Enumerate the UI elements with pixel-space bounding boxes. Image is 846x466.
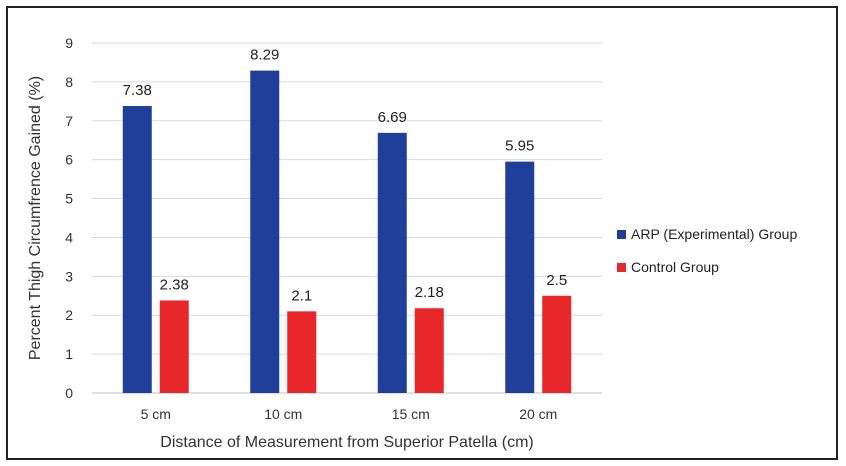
bar-control-5cm bbox=[159, 300, 189, 393]
legend-label: ARP (Experimental) Group bbox=[631, 226, 797, 242]
y-tick-label: 4 bbox=[65, 229, 73, 245]
bar-control-10cm bbox=[287, 311, 317, 393]
bar-arp-20cm bbox=[505, 161, 535, 393]
legend-swatch bbox=[617, 263, 626, 272]
y-tick-label: 6 bbox=[65, 152, 73, 168]
bar-control-15cm bbox=[414, 308, 444, 393]
data-label: 2.38 bbox=[160, 276, 189, 293]
y-tick-label: 3 bbox=[65, 268, 73, 284]
bars: 7.38 2.38 8.29 2.1 6.69 2.18 5.95 2.5 bbox=[122, 47, 572, 394]
data-label: 5.95 bbox=[505, 138, 534, 155]
x-axis-ticks: 5 cm 10 cm 15 cm 20 cm bbox=[141, 406, 558, 422]
y-axis-ticks: 0 1 2 3 4 5 6 7 8 9 bbox=[65, 35, 73, 401]
x-tick-label: 20 cm bbox=[519, 406, 557, 422]
y-tick-label: 7 bbox=[65, 113, 73, 129]
y-tick-label: 0 bbox=[65, 385, 73, 401]
x-tick-label: 5 cm bbox=[141, 406, 171, 422]
legend-swatch bbox=[617, 230, 626, 239]
bar-arp-15cm bbox=[377, 132, 407, 394]
x-tick-label: 10 cm bbox=[264, 406, 302, 422]
y-tick-label: 9 bbox=[65, 35, 73, 51]
y-tick-label: 8 bbox=[65, 74, 73, 90]
data-label: 7.38 bbox=[123, 82, 152, 99]
data-label: 2.18 bbox=[415, 284, 444, 301]
bar-arp-5cm bbox=[122, 106, 152, 393]
y-axis-label: Percent Thigh Circumfrence Gained (%) bbox=[27, 76, 44, 360]
y-tick-label: 5 bbox=[65, 191, 73, 207]
x-axis-label: Distance of Measurement from Superior Pa… bbox=[160, 434, 533, 451]
data-label: 6.69 bbox=[378, 109, 407, 126]
bar-control-20cm bbox=[542, 295, 572, 393]
legend: ARP (Experimental) Group Control Group bbox=[617, 226, 797, 275]
data-label: 8.29 bbox=[250, 47, 279, 64]
x-tick-label: 15 cm bbox=[392, 406, 430, 422]
data-label: 2.1 bbox=[291, 287, 312, 304]
y-tick-label: 1 bbox=[65, 346, 73, 362]
data-label: 2.5 bbox=[546, 272, 567, 289]
bar-arp-10cm bbox=[250, 70, 280, 393]
y-tick-label: 2 bbox=[65, 307, 73, 323]
legend-label: Control Group bbox=[631, 259, 719, 275]
